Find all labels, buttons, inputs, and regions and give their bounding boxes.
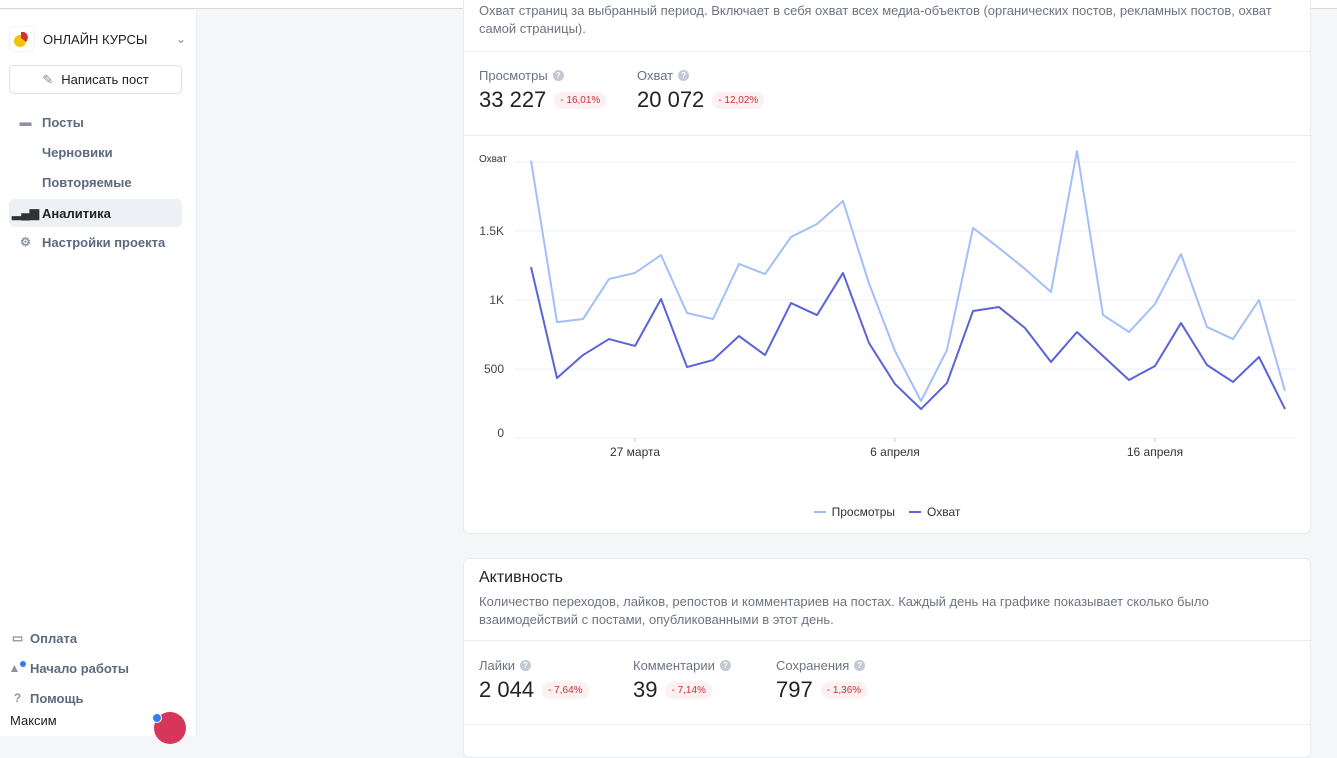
chevron-down-icon[interactable]: ⌄ xyxy=(175,32,186,46)
project-name: ОНЛАЙН КУРСЫ xyxy=(43,31,148,47)
help-icon[interactable]: ? xyxy=(552,70,564,81)
change-badge: - 1,36% xyxy=(820,681,868,699)
sidebar-item-label: Оплата xyxy=(30,630,78,646)
metric-saves: Сохранения? 797 - 1,36% xyxy=(776,658,868,703)
metric-label: Просмотры xyxy=(479,68,548,83)
legend-label: Охват xyxy=(927,505,961,519)
y-axis-label: Охват xyxy=(479,154,507,165)
legend-item-views[interactable]: Просмотры xyxy=(813,505,896,519)
sidebar-item-posts[interactable]: ▬ Посты xyxy=(9,108,182,136)
metric-label: Сохранения xyxy=(776,658,850,673)
metric-label: Охват xyxy=(637,68,674,83)
chart-legend: Просмотры Охват xyxy=(464,505,1310,519)
metric-value: 33 227 xyxy=(479,87,547,112)
divider xyxy=(464,640,1310,641)
sidebar-item-label: Начало работы xyxy=(30,660,129,676)
sidebar-item-settings[interactable]: ⚙ Настройки проекта xyxy=(9,228,182,256)
legend-label: Просмотры xyxy=(831,505,896,519)
change-badge: - 16,01% xyxy=(554,91,607,109)
legend-item-reach[interactable]: Охват xyxy=(909,505,960,519)
divider xyxy=(464,724,1310,725)
metric-reach: Охват? 20 072 - 12,02% xyxy=(637,68,765,113)
y-tick-label: 500 xyxy=(484,362,504,376)
project-switcher[interactable]: ОНЛАЙН КУРСЫ ⌄ xyxy=(10,25,186,53)
sidebar-item-label: Черновики xyxy=(42,144,113,160)
y-tick-label: 1.5K xyxy=(479,224,504,238)
activity-title: Активность xyxy=(479,569,564,586)
sidebar-item-label: Посты xyxy=(42,114,84,130)
reach-line-chart: Охват 0 500 1K 1.5K 27 марта 6 апреля 16 апреля xyxy=(479,149,1296,459)
help-icon[interactable]: ? xyxy=(854,660,866,671)
y-tick-label: 1K xyxy=(489,293,504,307)
sidebar-item-label: Настройки проекта xyxy=(42,234,166,250)
metric-value: 2 044 xyxy=(479,677,535,702)
rocket-icon: ▲ xyxy=(5,661,30,675)
calendar-icon: ▬ xyxy=(19,115,32,129)
sidebar: ОНЛАЙН КУРСЫ ⌄ ✎ Написать пост ▬ Посты Че… xyxy=(0,10,197,744)
sidebar-item-analytics[interactable]: ▂▄▆ Аналитика xyxy=(9,199,182,227)
reach-card: Охват страниц за выбранный период. Включ… xyxy=(463,0,1311,534)
sidebar-item-help[interactable]: ? Помощь xyxy=(5,684,178,712)
gear-icon: ⚙ xyxy=(20,235,31,249)
activity-card: Активность Количество переходов, лайков,… xyxy=(463,558,1311,758)
series-line-views xyxy=(530,149,1286,403)
sidebar-item-label: Повторяемые xyxy=(42,174,132,190)
sidebar-item-label: Аналитика xyxy=(42,205,111,221)
sidebar-item-payment[interactable]: ▭ Оплата xyxy=(5,624,178,652)
change-badge: - 12,02% xyxy=(712,91,765,109)
write-post-button[interactable]: ✎ Написать пост xyxy=(9,65,182,94)
change-badge: - 7,64% xyxy=(542,681,589,699)
metric-value: 797 xyxy=(776,677,813,702)
metric-label: Лайки xyxy=(479,658,515,673)
divider xyxy=(464,135,1310,136)
user-name: Максим xyxy=(10,713,57,728)
credit-card-icon: ▭ xyxy=(11,631,24,645)
activity-description: Количество переходов, лайков, репостов и… xyxy=(479,594,1209,627)
project-logo xyxy=(10,27,34,51)
x-tick-label: 27 марта xyxy=(610,445,660,459)
x-tick-label: 6 апреля xyxy=(870,445,920,459)
notification-dot xyxy=(152,713,162,723)
help-icon[interactable]: ? xyxy=(678,70,690,81)
x-tick-label: 16 апреля xyxy=(1127,445,1183,459)
metric-value: 39 xyxy=(633,677,658,702)
write-post-label: Написать пост xyxy=(61,72,149,87)
help-icon[interactable]: ? xyxy=(719,660,731,671)
edit-icon: ✎ xyxy=(42,71,54,87)
bar-chart-icon: ▂▄▆ xyxy=(12,206,39,220)
help-circle-icon: ? xyxy=(13,691,22,705)
sidebar-item-drafts[interactable]: Черновики xyxy=(9,138,182,166)
metric-value: 20 072 xyxy=(637,87,705,112)
y-tick-label: 0 xyxy=(497,426,504,440)
series-line-reach xyxy=(530,266,1286,411)
sidebar-item-label: Помощь xyxy=(30,690,84,706)
help-icon[interactable]: ? xyxy=(519,660,531,671)
divider xyxy=(464,51,1310,52)
reach-description: Охват страниц за выбранный период. Включ… xyxy=(479,3,1272,36)
sidebar-item-recurring[interactable]: Повторяемые xyxy=(9,168,182,196)
metric-views: Просмотры? 33 227 - 16,01% xyxy=(479,68,607,113)
sidebar-item-getting-started[interactable]: ▲ Начало работы xyxy=(5,654,178,682)
change-badge: - 7,14% xyxy=(665,681,712,699)
metric-likes: Лайки? 2 044 - 7,64% xyxy=(479,658,589,703)
metric-comments: Комментарии? 39 - 7,14% xyxy=(633,658,731,703)
metric-label: Комментарии xyxy=(633,658,715,673)
